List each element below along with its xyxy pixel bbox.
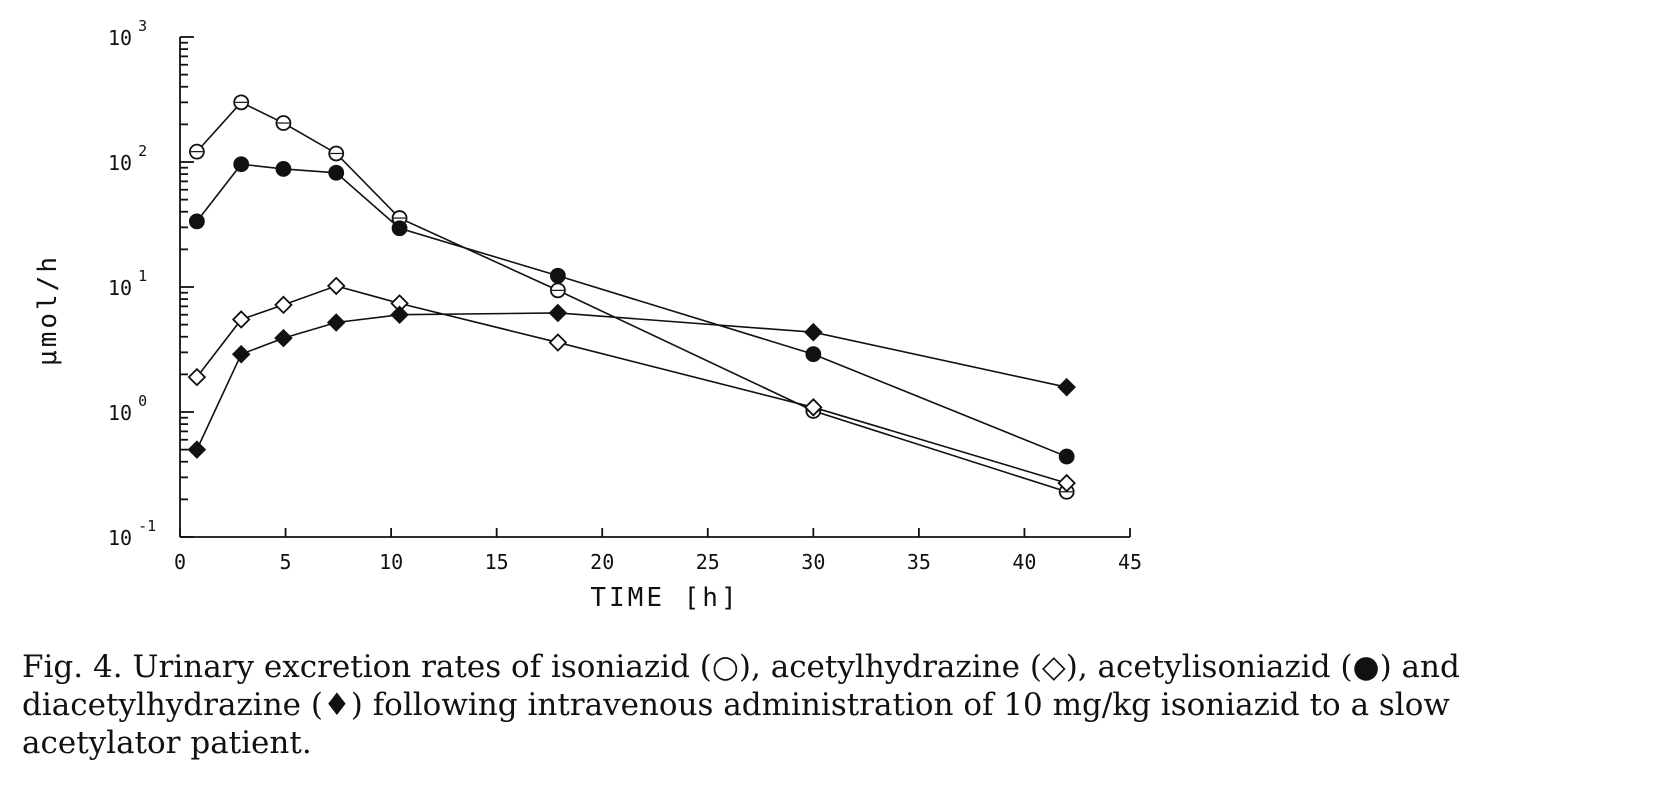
chart-series bbox=[187, 94, 1076, 500]
data-point-filled-diamond bbox=[804, 322, 823, 342]
series-line-open-circle bbox=[196, 101, 1067, 493]
series-filled-circle bbox=[188, 156, 1075, 465]
y-axis-label: μmol/h bbox=[33, 254, 63, 366]
y-tick-label: 10 0 bbox=[108, 392, 147, 425]
x-tick-label: 30 bbox=[801, 550, 825, 574]
data-point-open-diamond bbox=[1057, 473, 1076, 493]
data-point-filled-circle bbox=[275, 161, 292, 177]
x-tick-label: 5 bbox=[280, 550, 292, 574]
x-tick-label: 10 bbox=[379, 550, 403, 574]
caption-line-1: Fig. 4. Urinary excretion rates of isoni… bbox=[22, 649, 1460, 685]
data-point-filled-circle bbox=[328, 164, 345, 181]
series-line-filled-circle bbox=[196, 163, 1067, 458]
data-point-filled-circle bbox=[233, 156, 250, 173]
data-point-filled-circle bbox=[549, 267, 566, 284]
data-point-open-diamond bbox=[274, 295, 293, 315]
data-point-open-diamond bbox=[231, 310, 251, 329]
data-point-open-diamond bbox=[326, 276, 346, 296]
data-point-filled-diamond bbox=[274, 328, 293, 348]
x-tick-label: 0 bbox=[174, 550, 186, 574]
y-tick-label: 10 -1 bbox=[108, 517, 156, 550]
x-tick-label: 15 bbox=[485, 550, 509, 574]
y-tick-label: 10 3 bbox=[108, 17, 147, 50]
data-point-filled-diamond bbox=[548, 303, 568, 323]
data-point-filled-diamond bbox=[1057, 377, 1076, 397]
caption-line-3: acetylator patient. bbox=[22, 725, 312, 761]
data-point-filled-diamond bbox=[390, 305, 409, 325]
data-point-open-diamond bbox=[187, 367, 207, 387]
data-point-filled-circle bbox=[188, 213, 205, 230]
caption-line-2: diacetylhydrazine (♦) following intraven… bbox=[22, 687, 1450, 723]
x-axis-label: TIME [h] bbox=[590, 583, 739, 613]
series-line-open-diamond bbox=[196, 285, 1067, 484]
series-open-circle bbox=[188, 94, 1075, 500]
data-point-filled-circle bbox=[391, 220, 408, 237]
series-line-filled-diamond bbox=[196, 312, 1067, 450]
data-point-filled-diamond bbox=[326, 313, 346, 332]
data-point-filled-diamond bbox=[187, 440, 207, 459]
x-tick-label: 45 bbox=[1118, 550, 1142, 574]
chart-axes bbox=[179, 37, 1130, 538]
x-tick-label: 20 bbox=[590, 550, 614, 574]
data-point-filled-circle bbox=[805, 346, 822, 363]
x-tick-label: 35 bbox=[907, 550, 931, 574]
x-tick-label: 40 bbox=[1012, 550, 1036, 574]
series-filled-diamond bbox=[187, 303, 1076, 459]
y-tick-label: 10 1 bbox=[108, 267, 147, 300]
x-tick-label: 25 bbox=[696, 550, 720, 574]
y-tick-label: 10 2 bbox=[108, 142, 147, 175]
data-point-open-diamond bbox=[548, 333, 568, 352]
series-open-diamond bbox=[187, 276, 1076, 493]
data-point-open-diamond bbox=[804, 398, 823, 417]
data-point-filled-diamond bbox=[231, 344, 251, 364]
figure-caption: Fig. 4. Urinary excretion rates of isoni… bbox=[22, 648, 1647, 762]
data-point-filled-circle bbox=[1058, 448, 1075, 465]
